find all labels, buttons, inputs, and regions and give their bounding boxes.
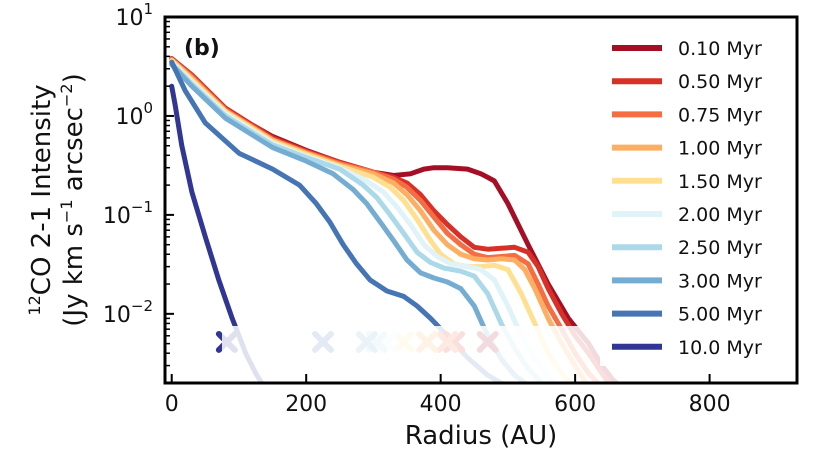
y-axis-quantity: CO 2-1 Intensity — [27, 84, 57, 295]
legend-label-6: 2.50 Myr — [678, 237, 762, 259]
y-tick-exp-2: 0 — [143, 99, 153, 117]
legend-label-7: 3.00 Myr — [678, 270, 762, 292]
x-tick-label-2: 400 — [420, 392, 462, 417]
y-tick-label-1: 10−1 — [103, 198, 153, 229]
y-tick-base-0: 10 — [103, 303, 131, 328]
legend-label-4: 1.50 Myr — [678, 171, 762, 193]
y-tick-base-2: 10 — [115, 105, 143, 130]
y-tick-base-3: 10 — [115, 6, 143, 31]
legend-label-9: 10.0 Myr — [678, 337, 762, 359]
y-axis-isotope: 12 — [25, 295, 44, 315]
x-tick-label-4: 800 — [689, 392, 731, 417]
y-tick-label-3: 101 — [115, 0, 153, 31]
panel-label: (b) — [184, 36, 220, 61]
y-axis-units-prefix: (Jy km s — [59, 223, 89, 327]
legend-label-8: 5.00 Myr — [678, 304, 762, 326]
plot-frame — [163, 15, 799, 385]
y-tick-label-2: 100 — [115, 99, 153, 130]
y-axis-units-suffix: ) — [59, 73, 89, 83]
y-tick-label-0: 10−2 — [103, 297, 153, 328]
y-axis-title-line2: (Jy km s−1 arcsec−2) — [57, 73, 89, 326]
y-axis-units-exp2: −2 — [57, 83, 76, 107]
x-axis-title: Radius (AU) — [405, 421, 558, 451]
x-tick-label-1: 200 — [285, 392, 327, 417]
y-axis-title-line1: 12CO 2-1 Intensity — [25, 84, 57, 315]
legend-label-0: 0.10 Myr — [678, 38, 762, 60]
y-tick-exp-1: −1 — [131, 198, 153, 216]
x-tick-label-3: 600 — [554, 392, 596, 417]
y-axis-units-mid: arcsec — [59, 107, 89, 199]
y-tick-base-1: 10 — [103, 204, 131, 229]
y-tick-exp-3: 1 — [143, 0, 153, 18]
legend-label-2: 0.75 Myr — [678, 104, 762, 126]
legend-label-1: 0.50 Myr — [678, 71, 762, 93]
legend-background — [600, 30, 792, 366]
y-tick-exp-0: −2 — [131, 297, 153, 315]
y-axis-units-exp1: −1 — [57, 199, 76, 223]
legend-label-3: 1.00 Myr — [678, 138, 762, 160]
x-tick-label-0: 0 — [165, 392, 179, 417]
legend-label-5: 2.00 Myr — [678, 204, 762, 226]
